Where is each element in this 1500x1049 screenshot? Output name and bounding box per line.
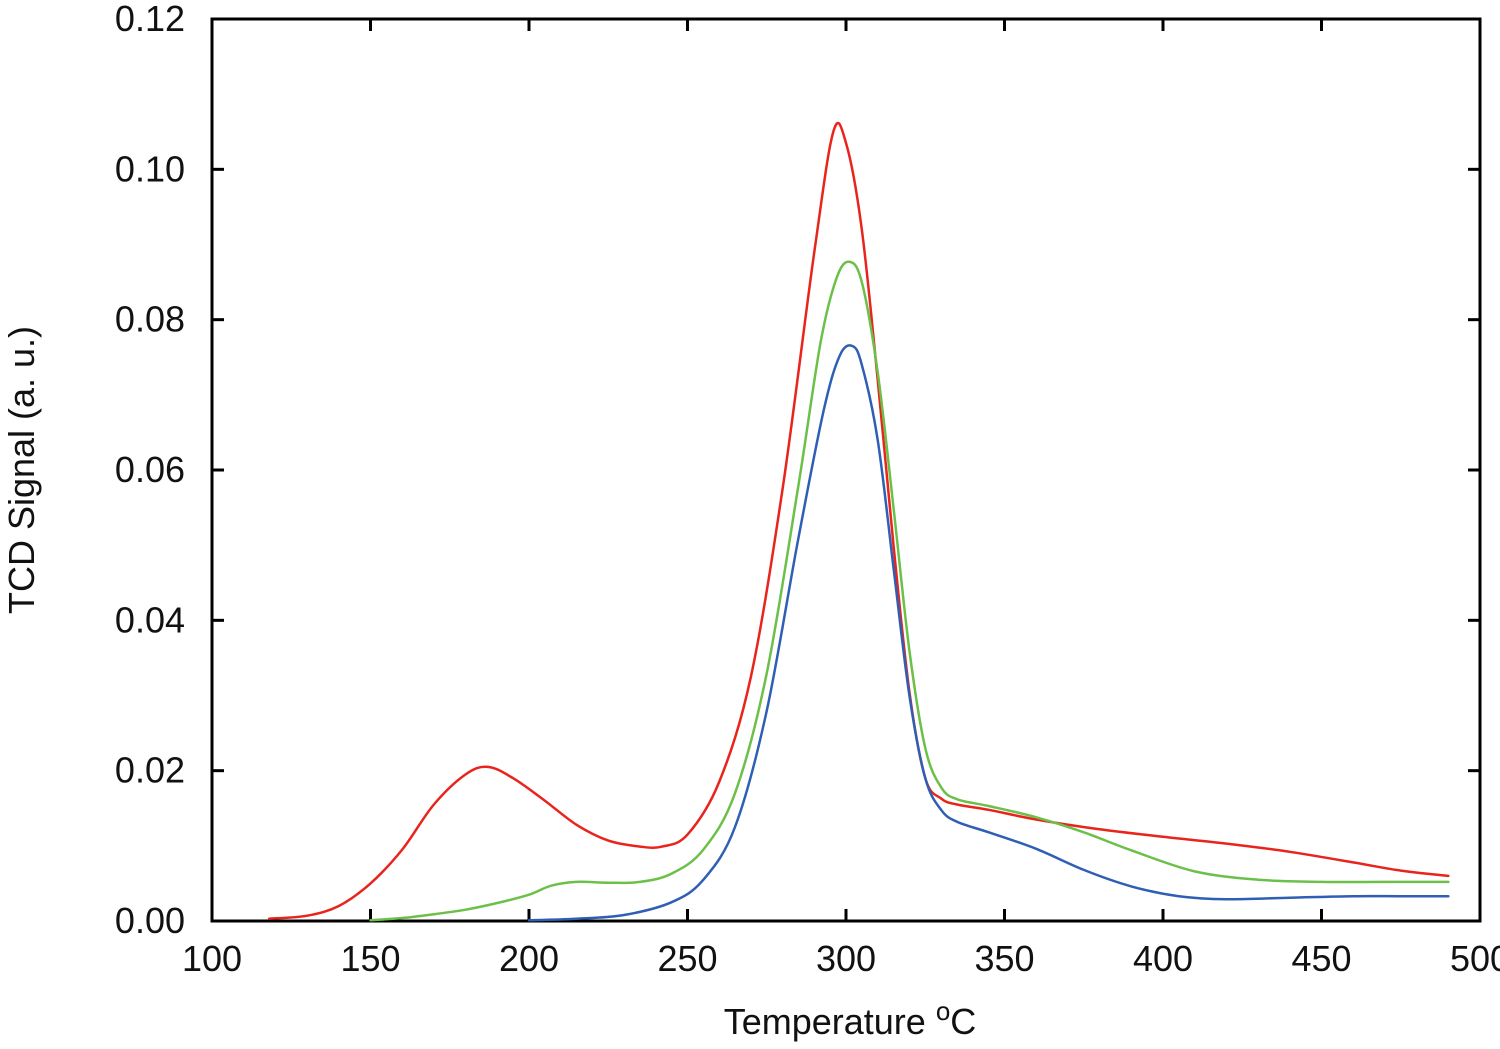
x-tick-label: 400 bbox=[1133, 938, 1193, 979]
series-line-green bbox=[369, 260, 1450, 922]
axis-ticks bbox=[210, 17, 1482, 923]
plot-frame bbox=[210, 17, 1482, 923]
y-tick-label: 0.08 bbox=[115, 299, 185, 340]
y-tick-label: 0.00 bbox=[115, 900, 185, 941]
x-tick-label: 250 bbox=[657, 938, 717, 979]
series-line-blue bbox=[527, 344, 1450, 922]
x-tick-label: 100 bbox=[182, 938, 242, 979]
x-tick-label: 200 bbox=[499, 938, 559, 979]
y-tick-label: 0.10 bbox=[115, 148, 185, 189]
y-axis-title: TCD Signal (a. u.) bbox=[1, 326, 42, 614]
series-lines bbox=[267, 121, 1450, 922]
y-tick-label: 0.12 bbox=[115, 0, 185, 39]
x-axis-title-degree: o bbox=[936, 996, 950, 1026]
x-tick-label: 450 bbox=[1291, 938, 1351, 979]
x-tick-label: 500 bbox=[1450, 938, 1500, 979]
x-tick-label: 350 bbox=[974, 938, 1034, 979]
x-tick-label: 300 bbox=[816, 938, 876, 979]
y-tick-label: 0.04 bbox=[115, 599, 185, 640]
axis-tick-labels: 100 150 200 250 300 350 400 450 500 0.00 0.02 0.04 0… bbox=[115, 0, 1500, 979]
y-tick-label: 0.06 bbox=[115, 449, 185, 490]
x-tick-label: 150 bbox=[340, 938, 400, 979]
x-axis-title-unit: C bbox=[950, 1001, 976, 1042]
x-axis-title: Temperature oC bbox=[724, 996, 977, 1042]
y-tick-label: 0.02 bbox=[115, 750, 185, 791]
x-axis-title-text: Temperature bbox=[724, 1001, 936, 1042]
series-line-red bbox=[267, 121, 1450, 920]
